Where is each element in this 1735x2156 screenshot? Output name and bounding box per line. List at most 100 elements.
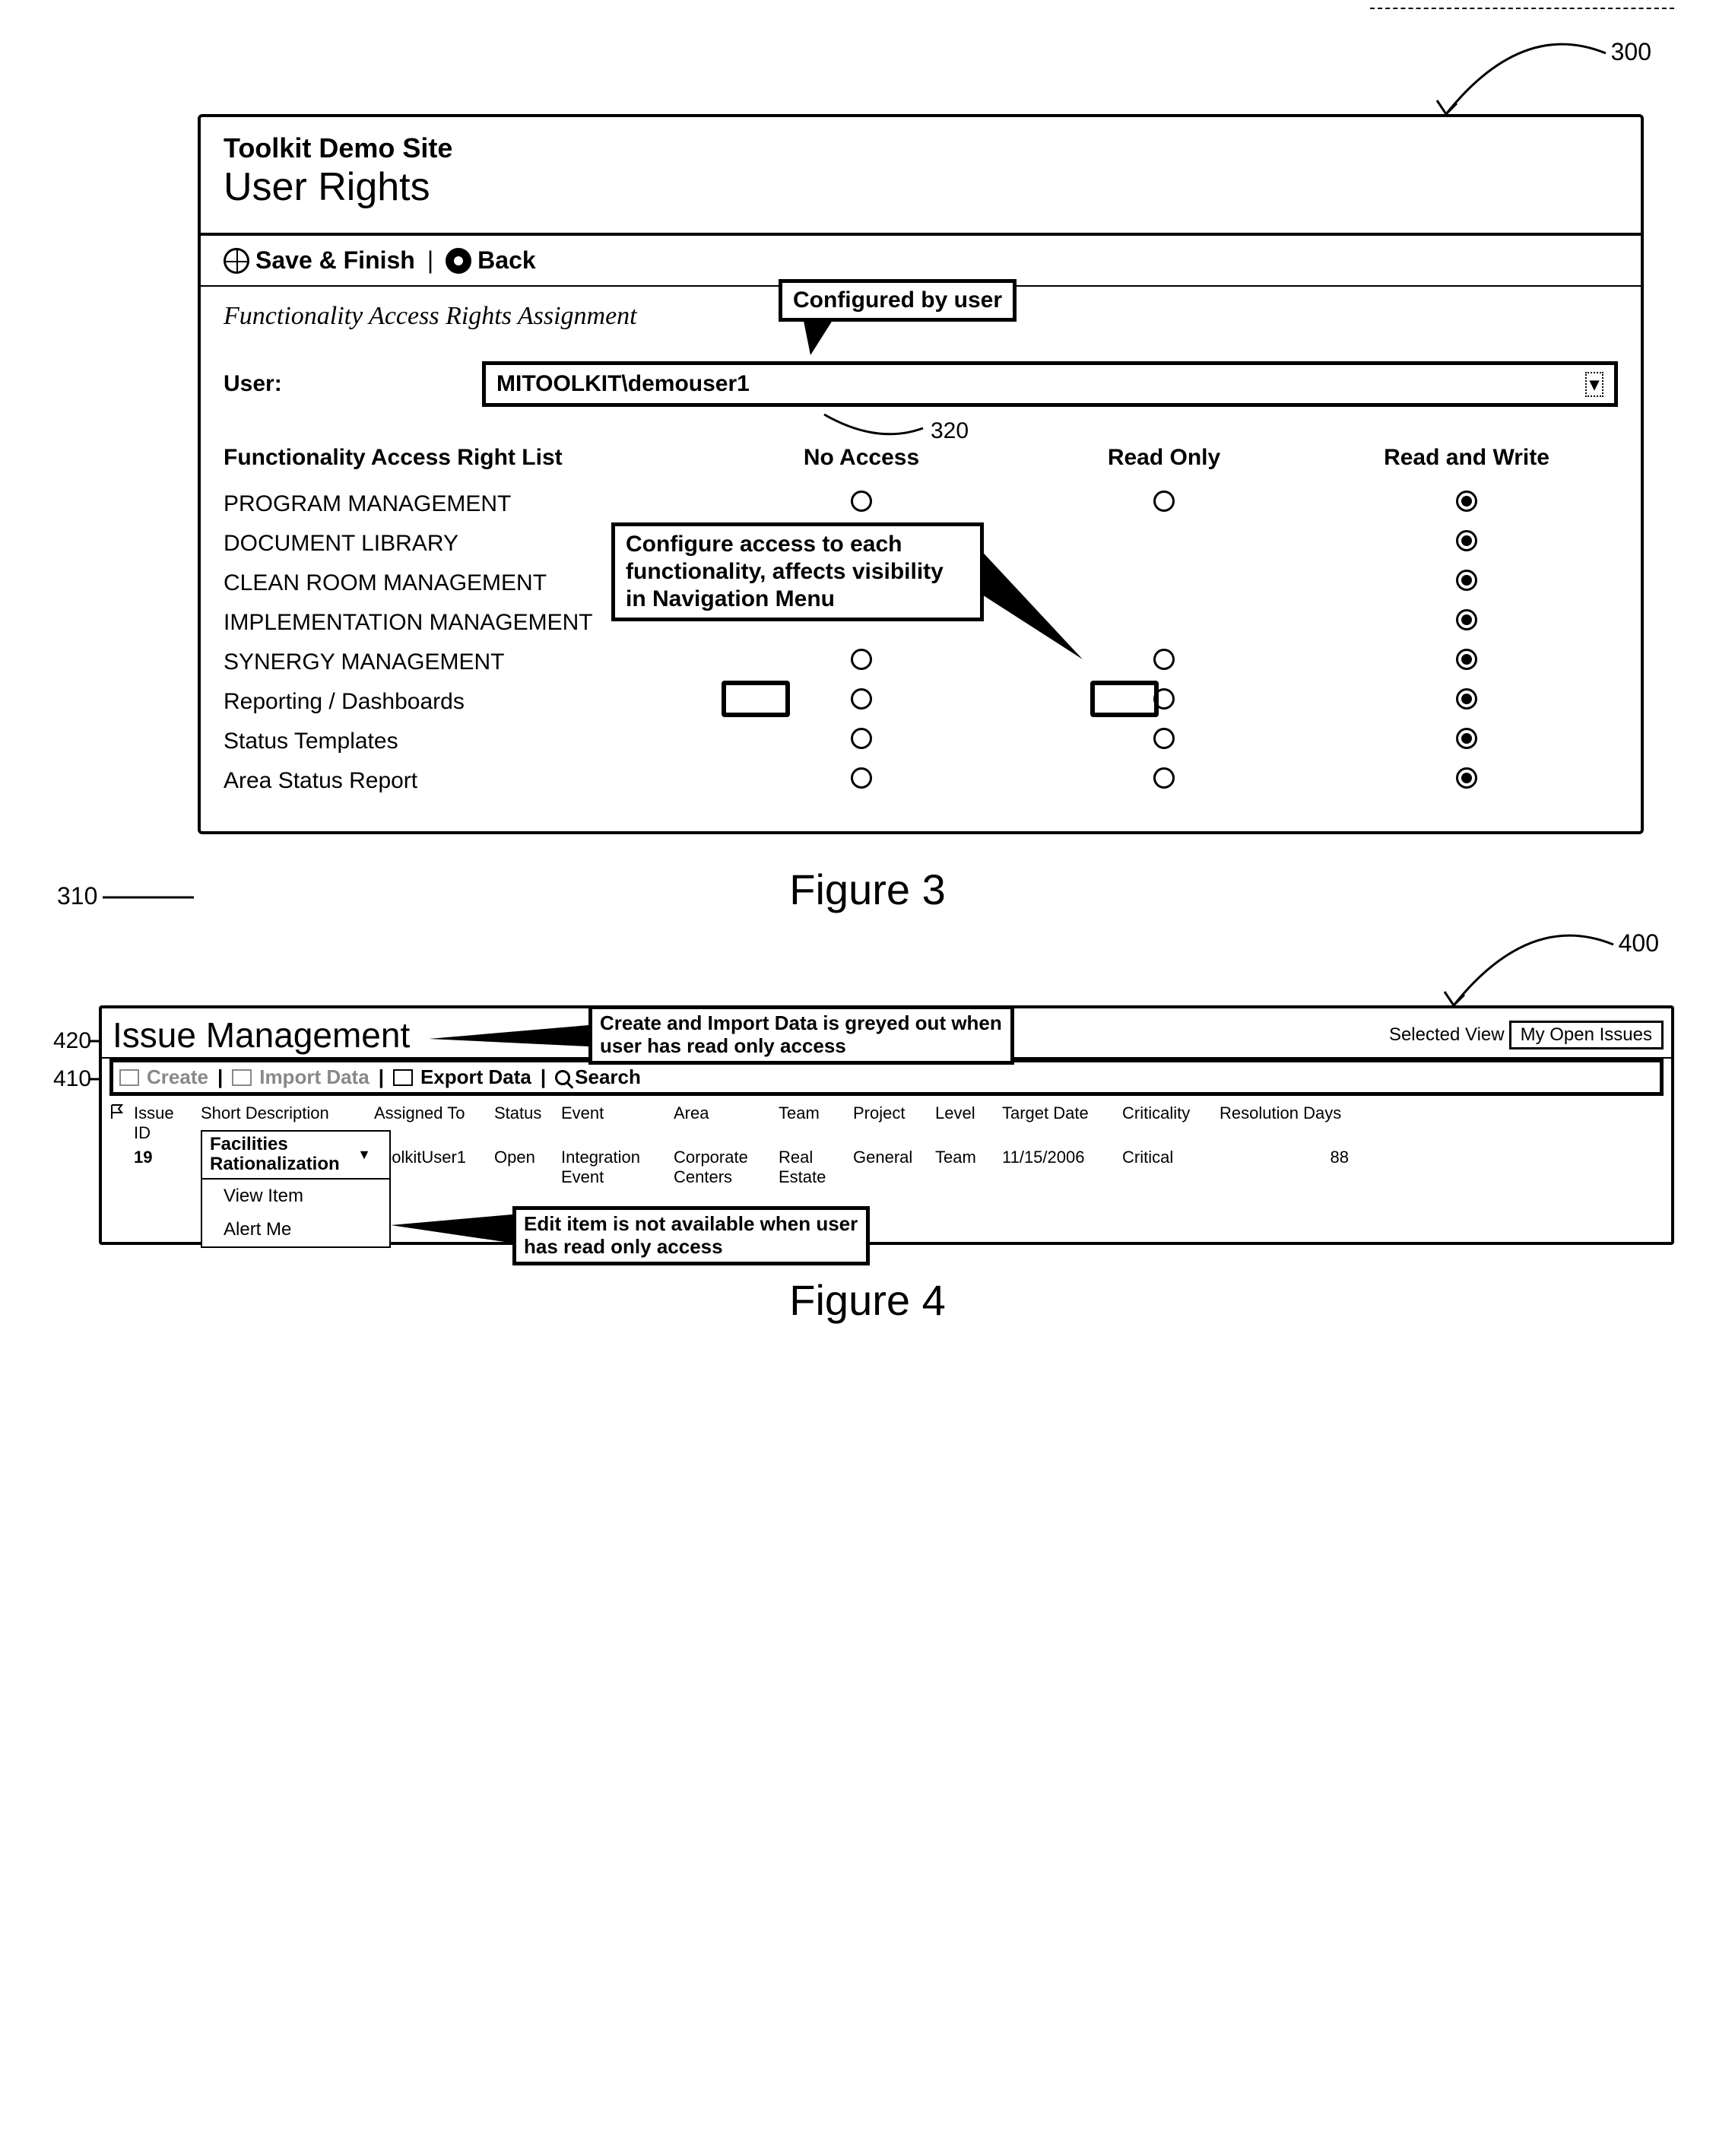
rights-cell-rw bbox=[1315, 491, 1618, 518]
context-menu-view-item[interactable]: View Item bbox=[202, 1180, 389, 1213]
rights-cell-ro bbox=[1013, 491, 1315, 518]
page-title: User Rights bbox=[224, 164, 1618, 210]
radio-ro[interactable] bbox=[1153, 728, 1175, 749]
callout-configured-by-user: Configured by user bbox=[779, 279, 1017, 322]
highlight-box bbox=[1090, 681, 1159, 717]
save-finish-button[interactable]: Save & Finish bbox=[255, 246, 415, 275]
callout-create-pointer bbox=[429, 1025, 596, 1048]
callout-configure-access: Configure access to each functionality, … bbox=[611, 522, 984, 621]
export-icon bbox=[393, 1069, 413, 1086]
radio-rw[interactable] bbox=[1456, 767, 1477, 789]
selected-view: Selected View My Open Issues bbox=[1389, 1013, 1664, 1049]
save-icon bbox=[224, 248, 249, 274]
radio-rw[interactable] bbox=[1456, 609, 1477, 630]
radio-na[interactable] bbox=[851, 491, 872, 512]
col-project: Project bbox=[853, 1103, 929, 1143]
col-header-list: Functionality Access Right List bbox=[224, 445, 710, 471]
col-target: Target Date bbox=[1002, 1103, 1116, 1143]
ref-420: 420 bbox=[53, 1028, 91, 1054]
back-button[interactable]: Back bbox=[477, 246, 536, 275]
rights-cell-ro bbox=[1013, 728, 1315, 755]
rights-cell-na bbox=[710, 767, 1013, 795]
figure-4-caption: Figure 4 bbox=[61, 1275, 1674, 1325]
radio-ro[interactable] bbox=[1153, 491, 1175, 512]
cell-assigned: ToolkitUser1 bbox=[374, 1148, 488, 1167]
user-dropdown-value: MITOOLKIT\demouser1 bbox=[496, 371, 750, 397]
ref-320-curve bbox=[824, 414, 938, 452]
flag-icon bbox=[109, 1103, 125, 1120]
selected-view-label: Selected View bbox=[1389, 1024, 1505, 1046]
radio-rw[interactable] bbox=[1456, 728, 1477, 749]
rights-cell-na bbox=[710, 491, 1013, 518]
cell-target: 11/15/2006 bbox=[1002, 1148, 1116, 1167]
radio-ro[interactable] bbox=[1153, 649, 1175, 670]
ref-320: 320 bbox=[931, 418, 969, 444]
context-menu: Facilities Rationalization ▼ View Item A… bbox=[201, 1130, 391, 1248]
radio-rw[interactable] bbox=[1456, 688, 1477, 710]
radio-na[interactable] bbox=[851, 728, 872, 749]
cell-level: Team bbox=[935, 1148, 996, 1167]
issue-management-title: Issue Management bbox=[109, 1013, 410, 1057]
import-icon bbox=[232, 1069, 252, 1086]
rights-row: Reporting / Dashboards bbox=[224, 682, 1618, 722]
col-team: Team bbox=[779, 1103, 847, 1143]
context-menu-alert-me[interactable]: Alert Me bbox=[202, 1213, 389, 1246]
rights-cell-rw bbox=[1315, 570, 1618, 597]
rights-cell-rw bbox=[1315, 530, 1618, 557]
export-button[interactable]: Export Data bbox=[420, 1065, 531, 1089]
radio-rw[interactable] bbox=[1456, 649, 1477, 670]
context-menu-title: Facilities Rationalization bbox=[210, 1135, 357, 1175]
col-header-read-only: Read Only bbox=[1013, 445, 1315, 471]
rights-cell-na bbox=[710, 649, 1013, 676]
radio-na[interactable] bbox=[851, 767, 872, 789]
selected-view-dropdown[interactable]: My Open Issues bbox=[1509, 1021, 1664, 1049]
context-menu-arrow-icon: ▼ bbox=[357, 1147, 371, 1163]
col-resolution: Resolution Days bbox=[1220, 1103, 1356, 1143]
dropdown-arrow-icon: ▾ bbox=[1585, 372, 1603, 397]
rights-cell-rw bbox=[1315, 649, 1618, 676]
user-label: User: bbox=[224, 371, 482, 397]
rights-cell-rw bbox=[1315, 609, 1618, 637]
figure-3-caption: Figure 3 bbox=[61, 865, 1674, 914]
col-criticality: Criticality bbox=[1122, 1103, 1213, 1143]
toolbar-separator: | bbox=[427, 246, 433, 275]
col-event: Event bbox=[561, 1103, 668, 1143]
rights-row: Status Templates bbox=[224, 722, 1618, 761]
rights-row-label: SYNERGY MANAGEMENT bbox=[224, 649, 710, 675]
rights-row-label: Area Status Report bbox=[224, 768, 710, 794]
ref-300: 300 bbox=[1611, 38, 1651, 66]
radio-rw[interactable] bbox=[1456, 491, 1477, 512]
callout-edit-pointer bbox=[391, 1214, 528, 1252]
col-level: Level bbox=[935, 1103, 996, 1143]
radio-na[interactable] bbox=[851, 688, 872, 710]
cell-area: Corporate Centers bbox=[674, 1148, 772, 1187]
create-icon bbox=[119, 1069, 139, 1086]
rights-cell-na bbox=[710, 728, 1013, 755]
create-button: Create bbox=[147, 1065, 208, 1089]
radio-ro[interactable] bbox=[1153, 767, 1175, 789]
col-issue-id: Issue ID bbox=[134, 1103, 195, 1143]
ref-300-arrow bbox=[1416, 42, 1613, 133]
ref-310: 310 bbox=[57, 882, 97, 910]
rights-row: Area Status Report bbox=[224, 761, 1618, 801]
cell-crit: Critical bbox=[1122, 1148, 1213, 1167]
col-assigned: Assigned To bbox=[374, 1103, 488, 1143]
radio-rw[interactable] bbox=[1456, 570, 1477, 591]
cell-id: 19 bbox=[134, 1148, 195, 1167]
user-dropdown[interactable]: MITOOLKIT\demouser1 ▾ bbox=[482, 361, 1618, 407]
site-title: Toolkit Demo Site bbox=[224, 132, 1618, 164]
callout-access-pointer bbox=[976, 545, 1128, 675]
rights-cell-rw bbox=[1315, 688, 1618, 716]
search-button[interactable]: Search bbox=[575, 1065, 641, 1089]
back-icon bbox=[446, 248, 471, 274]
radio-na[interactable] bbox=[851, 649, 872, 670]
user-rights-panel: Toolkit Demo Site User Rights Save & Fin… bbox=[198, 114, 1644, 834]
highlight-box bbox=[722, 681, 790, 717]
rights-row: PROGRAM MANAGEMENT bbox=[224, 484, 1618, 524]
import-button: Import Data bbox=[259, 1065, 369, 1089]
radio-rw[interactable] bbox=[1456, 530, 1477, 551]
context-menu-header[interactable]: Facilities Rationalization ▼ bbox=[202, 1132, 389, 1180]
search-icon bbox=[555, 1070, 570, 1085]
rights-cell-ro bbox=[1013, 688, 1315, 716]
ref-410: 410 bbox=[53, 1066, 91, 1092]
